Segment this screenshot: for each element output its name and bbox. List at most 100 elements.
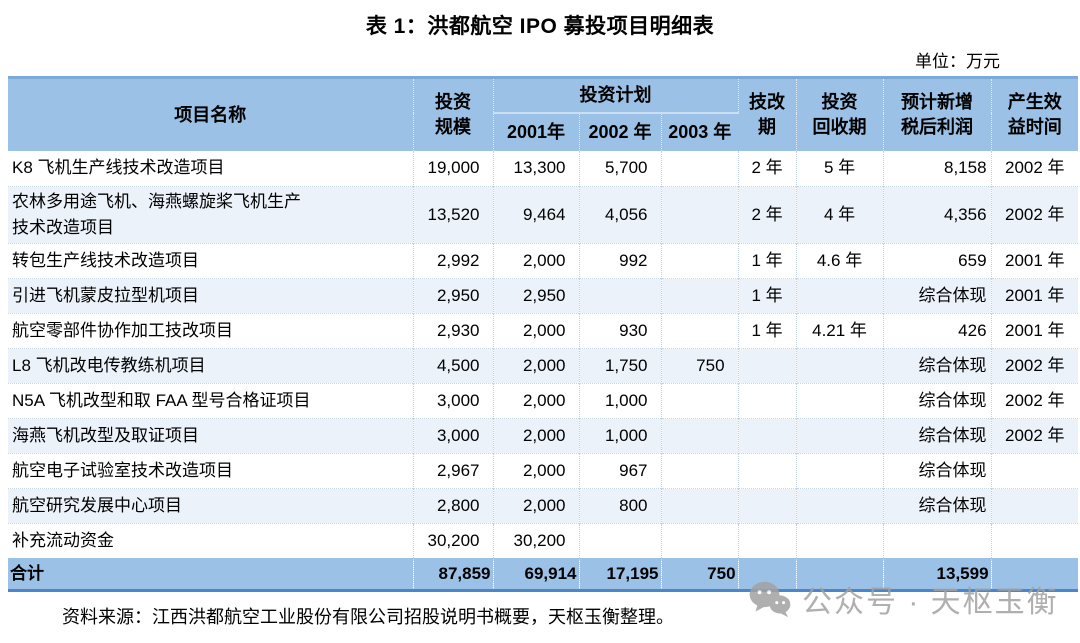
cell-plan-2002: 1,750 bbox=[579, 348, 662, 383]
cell-payback-period bbox=[796, 348, 884, 383]
cell-renovation-period bbox=[738, 488, 797, 523]
cell-plan-2001: 2,950 bbox=[493, 278, 580, 313]
total-cell-plan-2001: 69,914 bbox=[493, 558, 580, 592]
cell-payback-period bbox=[796, 278, 884, 313]
cell-payback-period bbox=[796, 383, 884, 418]
cell-project-name: K8 飞机生产线技术改造项目 bbox=[8, 151, 414, 186]
cell-plan-2001: 2,000 bbox=[493, 383, 580, 418]
cell-project-name: 引进飞机蒙皮拉型机项目 bbox=[8, 278, 414, 313]
cell-plan-2002: 1,000 bbox=[579, 418, 662, 453]
source-note: 资料来源：江西洪都航空工业股份有限公司招股说明书概要，天枢玉衡整理。 bbox=[62, 606, 674, 627]
cell-renovation-period: 2 年 bbox=[738, 186, 797, 243]
cell-new-profit: 综合体现 bbox=[883, 453, 992, 488]
cell-new-profit: 综合体现 bbox=[883, 488, 992, 523]
total-cell-investment-scale: 87,859 bbox=[413, 558, 494, 592]
cell-plan-2003 bbox=[661, 186, 739, 243]
cell-plan-2003 bbox=[661, 278, 739, 313]
cell-plan-2002: 5,700 bbox=[579, 151, 662, 186]
cell-plan-2001: 30,200 bbox=[493, 523, 580, 558]
cell-plan-2003 bbox=[661, 418, 739, 453]
cell-payback-period bbox=[796, 453, 884, 488]
total-cell-payback-period bbox=[796, 558, 884, 592]
cell-plan-2001: 2,000 bbox=[493, 453, 580, 488]
cell-plan-2003 bbox=[661, 488, 739, 523]
cell-new-profit: 4,356 bbox=[883, 186, 992, 243]
cell-project-name: 航空零部件协作加工技改项目 bbox=[8, 313, 414, 348]
header-renovation-period: 技改 期 bbox=[738, 76, 797, 151]
cell-benefit-time: 2002 年 bbox=[1005, 425, 1065, 445]
total-cell-project-name: 合计 bbox=[8, 558, 414, 592]
cell-renovation-period: 1 年 bbox=[738, 313, 797, 348]
table-title: 表 1：洪都航空 IPO 募投项目明细表 bbox=[365, 15, 715, 38]
cell-project-name: L8 飞机改电传教练机项目 bbox=[8, 348, 414, 383]
cell-plan-2003 bbox=[661, 383, 739, 418]
cell-new-profit: 8,158 bbox=[883, 151, 992, 186]
cell-new-profit bbox=[883, 523, 992, 558]
header-investment-scale: 投资 规模 bbox=[413, 76, 494, 151]
cell-new-profit: 综合体现 bbox=[883, 418, 992, 453]
total-row: 合计 87,859 69,914 17,195 750 13,599 bbox=[8, 558, 1079, 592]
cell-new-profit: 426 bbox=[883, 313, 992, 348]
header-year-2001: 2001年 bbox=[493, 113, 580, 151]
cell-payback-period: 4.21 年 bbox=[796, 313, 884, 348]
table-row: 航空研究发展中心项目 2,800 2,000 800 综合体现 bbox=[8, 488, 1079, 523]
table-row: L8 飞机改电传教练机项目 4,500 2,000 1,750 750 综合体现 2002 … bbox=[8, 348, 1079, 383]
cell-plan-2001: 2,000 bbox=[493, 488, 580, 523]
cell-plan-2002: 1,000 bbox=[579, 383, 662, 418]
cell-plan-2002 bbox=[579, 523, 662, 558]
header-new-after-tax-profit: 预计新增 税后利润 bbox=[883, 76, 992, 151]
cell-plan-2002: 930 bbox=[579, 313, 662, 348]
cell-investment-scale: 2,950 bbox=[413, 278, 494, 313]
cell-new-profit: 综合体现 bbox=[883, 278, 992, 313]
table-header: 项目名称 投资 规模 投资计划 技改 期 投资 回收期 预计新增 税后利润 产生… bbox=[8, 76, 1079, 151]
cell-benefit-time: 2002 年 bbox=[1005, 390, 1065, 410]
table-row: 转包生产线技术改造项目 2,992 2,000 992 1 年 4.6 年 659 2001 … bbox=[8, 243, 1079, 278]
cell-renovation-period bbox=[738, 418, 797, 453]
cell-investment-scale: 3,000 bbox=[413, 418, 494, 453]
cell-investment-scale: 19,000 bbox=[413, 151, 494, 186]
header-year-2003: 2003 年 bbox=[661, 113, 739, 151]
cell-project-name: 航空电子试验室技术改造项目 bbox=[8, 453, 414, 488]
cell-payback-period: 4.6 年 bbox=[796, 243, 884, 278]
table-row: 航空电子试验室技术改造项目 2,967 2,000 967 综合体现 bbox=[8, 453, 1079, 488]
cell-plan-2002 bbox=[579, 278, 662, 313]
cell-renovation-period bbox=[738, 383, 797, 418]
ipo-projects-table: 项目名称 投资 规模 投资计划 技改 期 投资 回收期 预计新增 税后利润 产生… bbox=[8, 76, 1079, 592]
cell-new-profit: 659 bbox=[883, 243, 992, 278]
cell-project-name: 航空研究发展中心项目 bbox=[8, 488, 414, 523]
cell-plan-2003 bbox=[661, 151, 739, 186]
total-cell-new-profit: 13,599 bbox=[883, 558, 992, 592]
cell-benefit-time: 2001 年 bbox=[1005, 250, 1065, 270]
cell-renovation-period: 1 年 bbox=[738, 243, 797, 278]
header-project-name: 项目名称 bbox=[8, 76, 414, 151]
cell-plan-2002: 800 bbox=[579, 488, 662, 523]
cell-benefit-time: 2002 年 bbox=[1005, 355, 1065, 375]
cell-benefit-time bbox=[991, 523, 1078, 558]
cell-plan-2001: 2,000 bbox=[493, 348, 580, 383]
cell-project-name: 农林多用途飞机、海燕螺旋桨飞机生产 技术改造项目 bbox=[8, 186, 414, 243]
cell-benefit-time bbox=[991, 488, 1078, 523]
cell-new-profit: 综合体现 bbox=[883, 383, 992, 418]
unit-label: 单位：万元 bbox=[915, 52, 1000, 71]
table-row: 海燕飞机改型及取证项目 3,000 2,000 1,000 综合体现 2002 年 bbox=[8, 418, 1079, 453]
cell-payback-period: 5 年 bbox=[796, 151, 884, 186]
cell-benefit-time bbox=[991, 453, 1078, 488]
table-row: 补充流动资金 30,200 30,200 bbox=[8, 523, 1079, 558]
cell-plan-2003: 750 bbox=[661, 348, 739, 383]
cell-benefit-time: 2001 年 bbox=[1005, 285, 1065, 305]
table-row: 引进飞机蒙皮拉型机项目 2,950 2,950 1 年综合体现 2001 年 bbox=[8, 278, 1079, 313]
total-cell-renovation-period bbox=[738, 558, 797, 592]
header-payback-period: 投资 回收期 bbox=[796, 76, 884, 151]
table-row: 农林多用途飞机、海燕螺旋桨飞机生产 技术改造项目 13,520 9,464 4,056… bbox=[8, 186, 1079, 243]
cell-renovation-period: 2 年 bbox=[738, 151, 797, 186]
cell-plan-2001: 9,464 bbox=[493, 186, 580, 243]
cell-investment-scale: 2,930 bbox=[413, 313, 494, 348]
cell-new-profit: 综合体现 bbox=[883, 348, 992, 383]
total-cell-benefit-time bbox=[991, 558, 1079, 592]
cell-benefit-time: 2002 年 bbox=[1005, 158, 1065, 178]
cell-plan-2003 bbox=[661, 313, 739, 348]
header-year-2002: 2002 年 bbox=[579, 113, 662, 151]
cell-investment-scale: 30,200 bbox=[413, 523, 494, 558]
cell-investment-scale: 13,520 bbox=[413, 186, 494, 243]
